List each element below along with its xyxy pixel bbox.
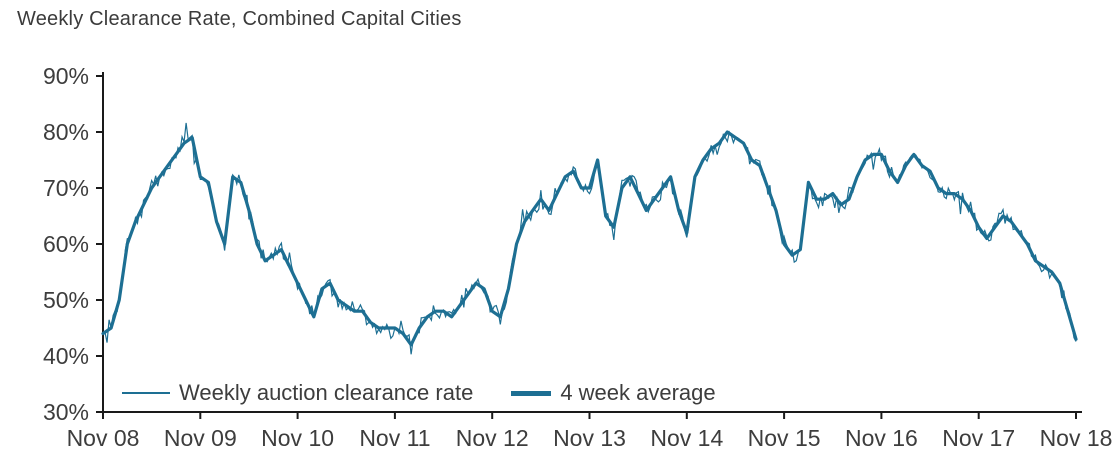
- chart-legend: Weekly auction clearance rate 4 week ave…: [122, 380, 716, 406]
- svg-text:70%: 70%: [43, 175, 89, 201]
- svg-text:Nov 16: Nov 16: [845, 425, 918, 451]
- chart-title: Weekly Clearance Rate, Combined Capital …: [17, 8, 462, 30]
- legend-label-average: 4 week average: [560, 380, 716, 405]
- weekly-line-swatch-icon: [122, 392, 170, 394]
- svg-text:Nov 14: Nov 14: [650, 425, 723, 451]
- svg-text:Nov 13: Nov 13: [553, 425, 626, 451]
- svg-text:Nov 17: Nov 17: [942, 425, 1015, 451]
- svg-text:Nov 18: Nov 18: [1040, 425, 1113, 451]
- legend-item-average: 4 week average: [511, 380, 716, 406]
- average-line-swatch-icon: [511, 390, 552, 396]
- svg-text:90%: 90%: [43, 63, 89, 89]
- svg-text:80%: 80%: [43, 119, 89, 145]
- svg-text:Nov 08: Nov 08: [67, 425, 140, 451]
- legend-label-weekly: Weekly auction clearance rate: [179, 380, 474, 405]
- svg-text:50%: 50%: [43, 287, 89, 313]
- svg-text:40%: 40%: [43, 343, 89, 369]
- legend-item-weekly: Weekly auction clearance rate: [122, 380, 473, 406]
- svg-text:30%: 30%: [43, 399, 89, 425]
- svg-text:Nov 12: Nov 12: [456, 425, 529, 451]
- svg-text:Nov 09: Nov 09: [164, 425, 237, 451]
- svg-text:60%: 60%: [43, 231, 89, 257]
- svg-text:Nov 15: Nov 15: [748, 425, 821, 451]
- svg-text:Nov 11: Nov 11: [359, 425, 430, 451]
- svg-text:Nov 10: Nov 10: [261, 425, 334, 451]
